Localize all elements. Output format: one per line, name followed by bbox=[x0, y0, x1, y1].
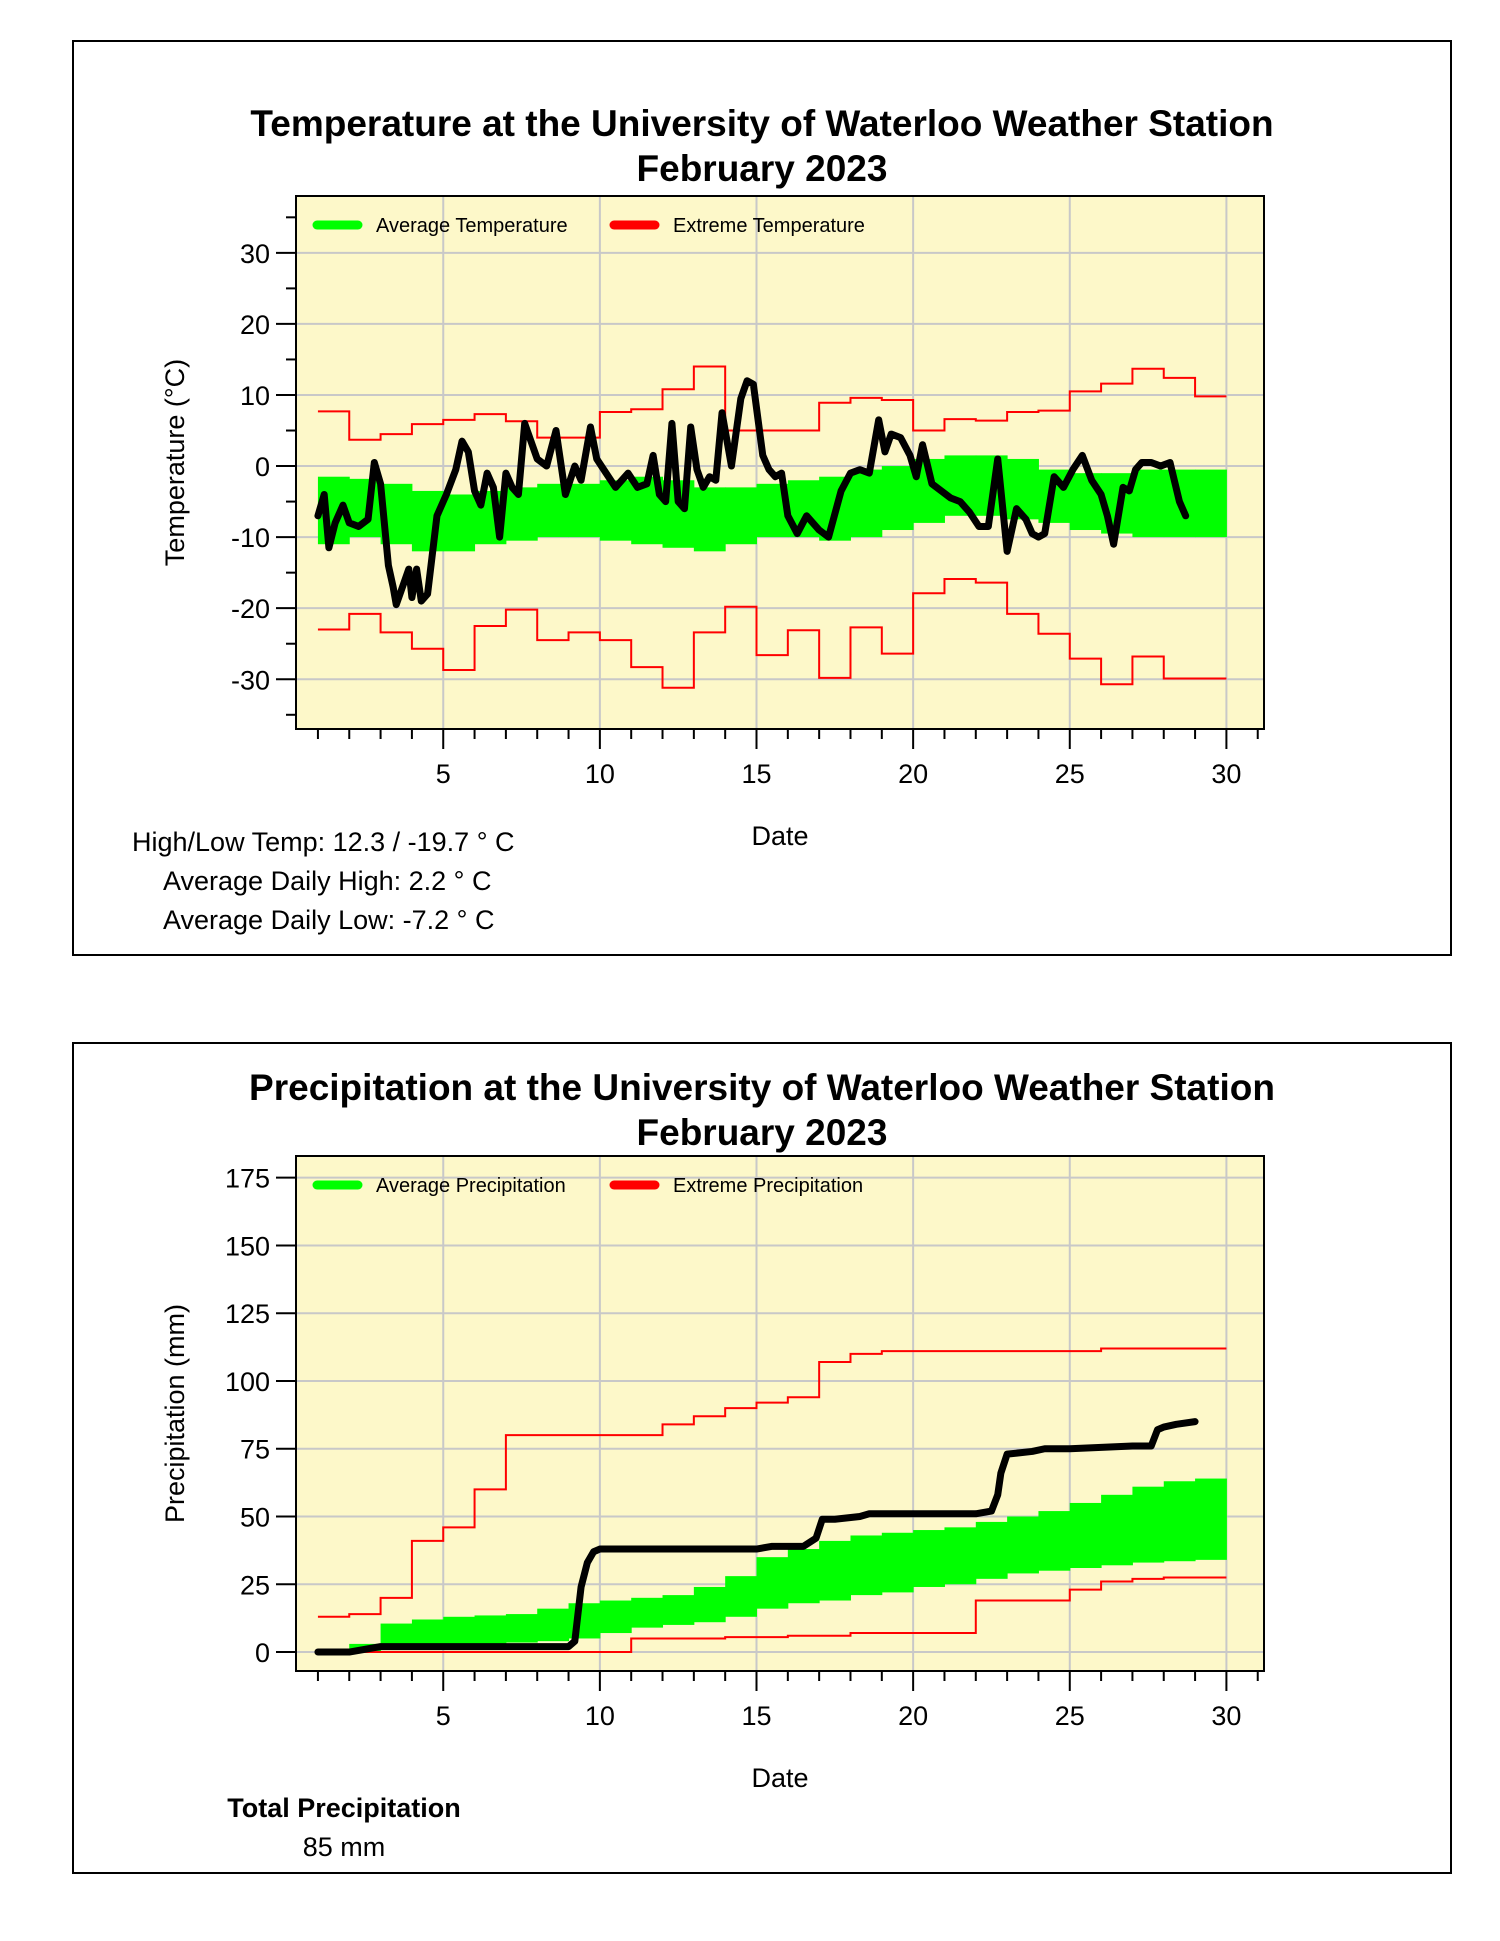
x-tick-label: 5 bbox=[436, 1701, 451, 1731]
average-band-bar bbox=[1069, 1502, 1102, 1568]
average-band-bar bbox=[725, 487, 758, 545]
x-tick-label: 15 bbox=[741, 1701, 771, 1731]
average-band-bar bbox=[568, 483, 601, 538]
y-tick-label: -10 bbox=[231, 523, 270, 553]
temperature-title-line2: February 2023 bbox=[636, 148, 888, 189]
legend-average-label: Average Temperature bbox=[376, 215, 568, 237]
average-band-bar bbox=[693, 1586, 726, 1623]
average-band-bar bbox=[631, 1597, 664, 1628]
y-tick-label: 25 bbox=[240, 1570, 270, 1600]
average-daily-high: Average Daily High: 2.2 ° C bbox=[163, 866, 492, 896]
x-tick-label: 20 bbox=[898, 1701, 928, 1731]
y-tick-label: -30 bbox=[231, 665, 270, 695]
precipitation-chart: 0 25 50 75 100 125 150 175 5 10 15 20 25 30 Date Precip… bbox=[160, 1155, 1265, 1793]
x-tick-label: 30 bbox=[1211, 759, 1241, 789]
average-band-bar bbox=[1007, 1516, 1039, 1574]
extreme-high-line bbox=[317, 1347, 1227, 1618]
legend-extreme-label: Extreme Precipitation bbox=[673, 1175, 863, 1197]
y-tick-label: 20 bbox=[240, 310, 270, 340]
x-axis-label: Date bbox=[751, 821, 808, 851]
y-axis-label: Precipitation (mm) bbox=[160, 1304, 190, 1523]
average-band-bar bbox=[1163, 1481, 1196, 1562]
average-band-bar bbox=[599, 1600, 632, 1634]
extreme-low-line bbox=[317, 1576, 1227, 1654]
average-band-bar bbox=[443, 494, 476, 552]
average-band-bar bbox=[944, 1527, 977, 1585]
precipitation-title-line2: February 2023 bbox=[636, 1112, 888, 1153]
x-tick-label: 10 bbox=[585, 1701, 615, 1731]
precipitation-panel: Precipitation at the University of Water… bbox=[72, 1042, 1452, 1874]
average-band-bar bbox=[474, 1615, 507, 1644]
extreme-high-line bbox=[317, 365, 1227, 441]
actual-series-line bbox=[314, 377, 1190, 609]
y-tick-label: 150 bbox=[225, 1231, 270, 1261]
average-band-bar bbox=[693, 487, 726, 552]
x-tick-label: 25 bbox=[1055, 759, 1085, 789]
average-band-bar bbox=[1038, 1511, 1071, 1571]
average-band-bar bbox=[881, 466, 914, 531]
y-tick-label: 0 bbox=[255, 452, 270, 482]
y-tick-label: 125 bbox=[225, 1299, 270, 1329]
high-low-temp: High/Low Temp: 12.3 / -19.7 ° C bbox=[132, 827, 515, 857]
x-tick-label: 5 bbox=[436, 759, 451, 789]
x-tick-label: 25 bbox=[1055, 1701, 1085, 1731]
legend-extreme-label: Extreme Temperature bbox=[673, 215, 865, 237]
average-band-bar bbox=[850, 469, 883, 538]
average-band-bar bbox=[1195, 1478, 1227, 1560]
precipitation-title-line1: Precipitation at the University of Water… bbox=[249, 1067, 1275, 1108]
average-band-bar bbox=[975, 1521, 1008, 1579]
average-band-bar bbox=[787, 1549, 820, 1604]
y-tick-label: 75 bbox=[240, 1435, 270, 1465]
y-tick-label: 100 bbox=[225, 1367, 270, 1397]
average-band-bar bbox=[1101, 1494, 1133, 1566]
x-tick-label: 20 bbox=[898, 759, 928, 789]
temperature-chart: -30 -20 -10 0 10 20 30 5 10 15 20 25 30 Date Temperatu… bbox=[160, 195, 1265, 851]
average-band-bar bbox=[1007, 458, 1039, 520]
average-band-bar bbox=[662, 1595, 695, 1625]
temperature-title-line1: Temperature at the University of Waterlo… bbox=[250, 103, 1274, 144]
y-tick-label: 0 bbox=[255, 1638, 270, 1668]
average-band-bar bbox=[725, 1576, 758, 1617]
average-band-bar bbox=[443, 1616, 476, 1646]
plot-frame bbox=[295, 195, 1265, 730]
average-band-bar bbox=[411, 1619, 444, 1647]
y-tick-label: -20 bbox=[231, 594, 270, 624]
y-tick-label: 50 bbox=[240, 1503, 270, 1533]
x-axis-label: Date bbox=[751, 1763, 808, 1793]
y-tick-label: 30 bbox=[240, 239, 270, 269]
x-tick-label: 15 bbox=[741, 759, 771, 789]
temperature-panel: Temperature at the University of Waterlo… bbox=[72, 40, 1452, 956]
average-band-bar bbox=[505, 1614, 538, 1643]
legend-average-label: Average Precipitation bbox=[376, 1175, 566, 1197]
average-band-bar bbox=[819, 1540, 851, 1601]
plot-frame bbox=[295, 1155, 1265, 1672]
temperature-stats: High/Low Temp: 12.3 / -19.7 ° C Average … bbox=[132, 823, 515, 940]
average-band-bar bbox=[850, 1535, 883, 1596]
y-tick-label: 175 bbox=[225, 1164, 270, 1194]
x-tick-label: 30 bbox=[1211, 1701, 1241, 1731]
y-tick-label: 10 bbox=[240, 381, 270, 411]
average-band-bar bbox=[505, 487, 538, 541]
average-daily-low: Average Daily Low: -7.2 ° C bbox=[163, 905, 495, 935]
total-precipitation-label: Total Precipitation bbox=[227, 1793, 461, 1823]
extreme-low-line bbox=[317, 578, 1227, 689]
total-precipitation-value: 85 mm bbox=[302, 1832, 386, 1862]
average-band-bar bbox=[913, 1530, 945, 1587]
y-axis-label: Temperature (°C) bbox=[160, 359, 190, 566]
average-band-bar bbox=[1132, 469, 1165, 538]
average-band-bar bbox=[756, 1557, 789, 1609]
precipitation-stats: Total Precipitation 85 mm bbox=[219, 1789, 469, 1867]
average-band-bar bbox=[1195, 469, 1227, 538]
average-band-bar bbox=[881, 1532, 914, 1593]
average-band-bar bbox=[1132, 1486, 1165, 1563]
actual-series-line bbox=[314, 1418, 1199, 1656]
x-tick-label: 10 bbox=[585, 759, 615, 789]
average-band-bar bbox=[537, 1608, 570, 1642]
